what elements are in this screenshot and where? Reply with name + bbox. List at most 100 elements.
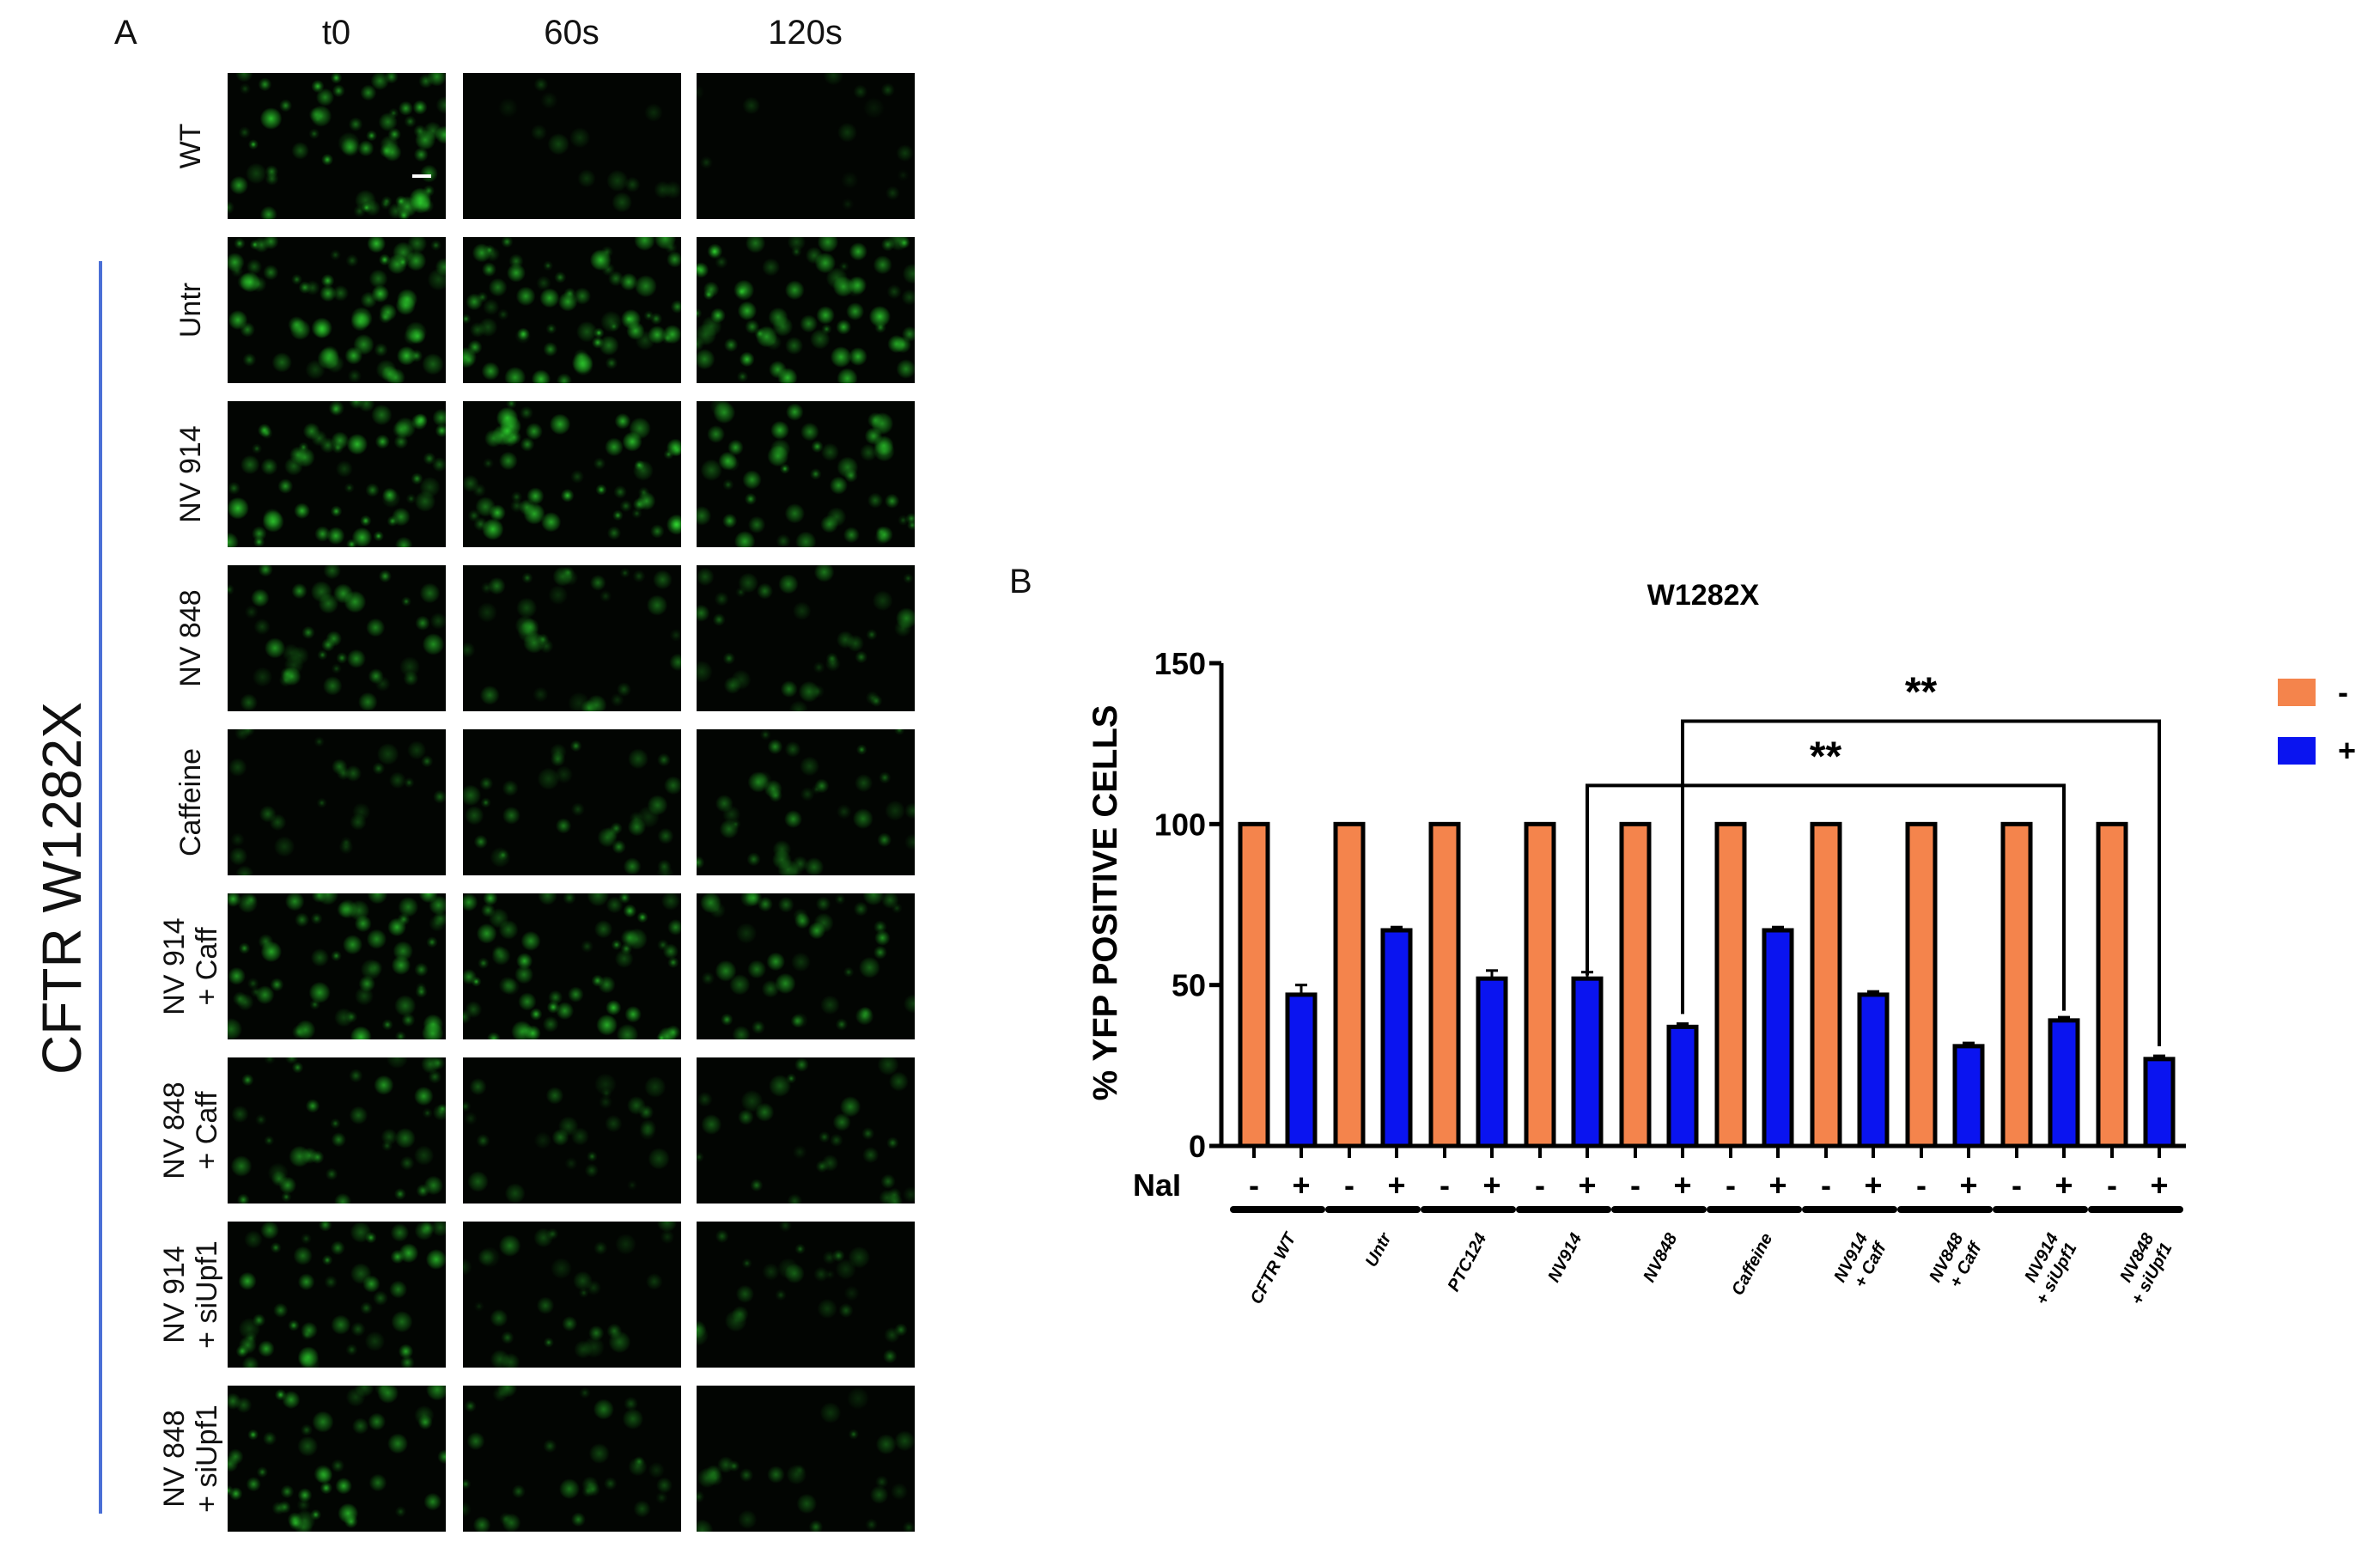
significance-bracket <box>1681 719 2161 1046</box>
scale-bar <box>412 174 431 178</box>
category-label: NV914+ siUpf1 <box>2014 1230 2080 1308</box>
bar-nai-minus <box>2096 821 2128 1149</box>
micrograph <box>463 1386 681 1532</box>
micrograph <box>697 1222 915 1368</box>
micrograph <box>463 729 681 875</box>
nai-sign: + <box>1387 1167 1405 1203</box>
significance-stars: ** <box>1810 734 1842 779</box>
micrograph <box>228 1222 446 1368</box>
nai-sign: - <box>1535 1167 1545 1203</box>
micrograph <box>697 893 915 1039</box>
nai-sign: - <box>1344 1167 1354 1203</box>
nai-sign: + <box>1673 1167 1691 1203</box>
micrograph <box>228 401 446 547</box>
micrograph <box>228 1057 446 1204</box>
bar-nai-minus <box>2000 821 2033 1149</box>
micrograph <box>228 565 446 711</box>
micrograph <box>463 1057 681 1204</box>
micrograph <box>697 1386 915 1532</box>
nai-sign: - <box>1630 1167 1640 1203</box>
nai-sign: - <box>1249 1167 1259 1203</box>
group-bracket-line <box>99 261 102 1514</box>
bar-nai-plus <box>2048 1018 2080 1149</box>
nai-sign: + <box>1768 1167 1787 1203</box>
y-tick-label: 150 <box>1154 646 1206 681</box>
column-header: 60s <box>544 14 600 52</box>
micrograph <box>228 73 446 219</box>
micrograph <box>697 73 915 219</box>
bar-nai-plus <box>1476 976 1508 1149</box>
significance-bracket <box>1586 783 2066 1011</box>
category-label: PTC124 <box>1445 1230 1491 1295</box>
category-label: NV848 <box>1640 1229 1682 1285</box>
nai-sign: + <box>1578 1167 1596 1203</box>
micrograph <box>697 401 915 547</box>
nai-sign: + <box>1864 1167 1882 1203</box>
bar-nai-minus <box>1238 821 1270 1149</box>
category-label: Untr <box>1362 1229 1396 1271</box>
bar-nai-plus <box>2143 1057 2176 1149</box>
legend-swatch <box>2278 679 2316 706</box>
nai-sign: - <box>1821 1167 1831 1203</box>
bar-nai-minus <box>1714 821 1747 1149</box>
nai-sign: - <box>1916 1167 1927 1203</box>
nai-sign: - <box>1726 1167 1736 1203</box>
panel-b-letter: B <box>1009 563 1032 600</box>
nai-sign: + <box>1482 1167 1500 1203</box>
significance-stars: ** <box>1905 669 1938 715</box>
category-label: NV914 <box>1544 1230 1586 1285</box>
nai-sign: + <box>1959 1167 1977 1203</box>
bar-nai-plus <box>1571 976 1604 1149</box>
micrograph <box>697 1057 915 1204</box>
bar-nai-plus <box>1762 928 1794 1149</box>
category-label: NV848+ siUpf1 <box>2109 1229 2176 1308</box>
nai-sign: - <box>2012 1167 2022 1203</box>
bar-nai-plus <box>1380 928 1413 1149</box>
micrograph <box>697 237 915 383</box>
panel-a-letter: A <box>114 14 137 52</box>
micrograph <box>463 565 681 711</box>
nai-sign: + <box>2150 1167 2168 1203</box>
nai-sign: + <box>1292 1167 1310 1203</box>
bar-nai-minus <box>1428 821 1461 1149</box>
legend-swatch <box>2278 737 2316 765</box>
micrograph <box>697 729 915 875</box>
legend-label: - <box>2338 674 2348 710</box>
y-axis-label: % YFP POSITIVE CELLS <box>1087 705 1124 1101</box>
micrograph <box>228 729 446 875</box>
nai-sign: + <box>2054 1167 2073 1203</box>
micrograph <box>228 893 446 1039</box>
bar-nai-plus <box>1952 1044 1985 1149</box>
y-tick-label: 0 <box>1189 1129 1206 1164</box>
micrograph <box>463 893 681 1039</box>
micrograph <box>463 1222 681 1368</box>
bar-nai-minus <box>1905 821 1938 1149</box>
column-header: 120s <box>768 14 843 52</box>
category-label: CFTR WT <box>1247 1228 1301 1307</box>
bar-nai-minus <box>1333 821 1366 1149</box>
bar-nai-plus <box>1857 992 1890 1149</box>
micrograph <box>697 565 915 711</box>
category-label: NV848+ Caff <box>1926 1228 1986 1295</box>
bar-nai-plus <box>1666 1024 1699 1149</box>
chart-title: W1282X <box>1647 579 1760 612</box>
micrograph <box>463 237 681 383</box>
nai-label: NaI <box>1133 1167 1181 1203</box>
legend-label: + <box>2338 733 2356 768</box>
micrograph <box>463 401 681 547</box>
bar-nai-minus <box>1524 821 1556 1149</box>
bar-nai-minus <box>1810 821 1842 1149</box>
bar-nai-plus <box>1285 992 1318 1149</box>
micrograph <box>228 1386 446 1532</box>
category-label: Caffeine <box>1728 1230 1776 1299</box>
nai-sign: - <box>2107 1167 2117 1203</box>
column-header: t0 <box>321 14 351 52</box>
micrograph <box>228 237 446 383</box>
micrograph <box>463 73 681 219</box>
y-tick-label: 50 <box>1172 968 1206 1003</box>
category-label: NV914+ Caff <box>1830 1228 1890 1295</box>
y-tick-label: 100 <box>1154 807 1206 842</box>
bar-nai-minus <box>1619 821 1652 1149</box>
nai-sign: - <box>1440 1167 1450 1203</box>
